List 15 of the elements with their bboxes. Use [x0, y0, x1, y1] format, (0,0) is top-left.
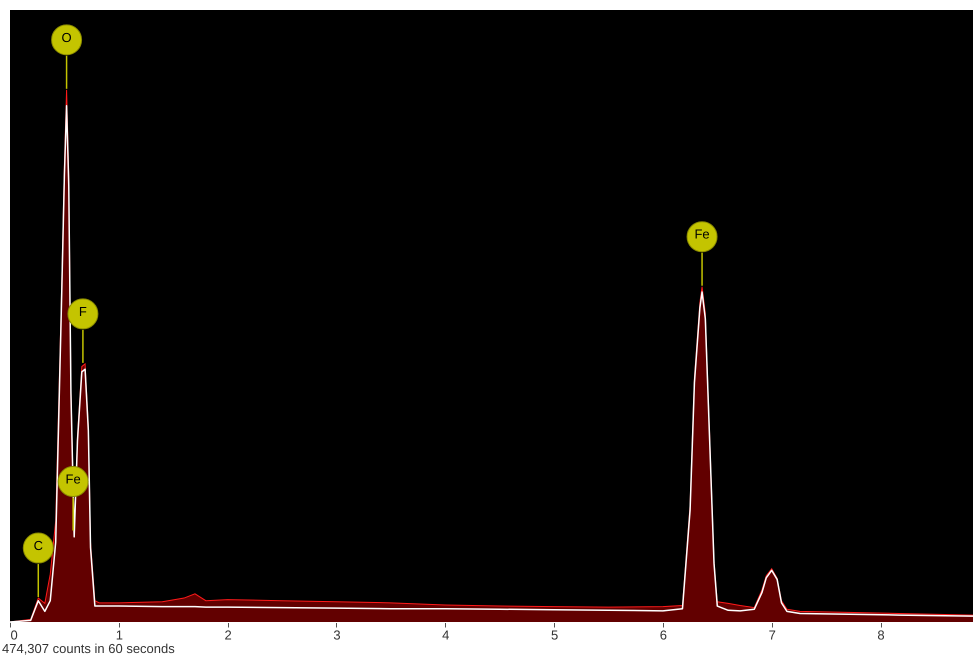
annotation: Fe [66, 472, 81, 487]
text: 474,307 counts in 60 seconds [2, 641, 175, 656]
x-tick-label: 4 [442, 628, 450, 642]
annotation: C [34, 538, 43, 554]
x-tick-label: 3 [333, 628, 341, 642]
x-tick-label: 6 [660, 628, 667, 642]
x-tick-label: 1 [116, 628, 123, 642]
x-tick-label: 2 [224, 628, 232, 642]
x-tick-label: 5 [550, 628, 558, 642]
annotation: F [78, 304, 87, 319]
x-tick-label: 8 [877, 628, 885, 642]
x-tick-label: 7 [768, 628, 776, 642]
annotation: Fe [694, 226, 710, 242]
x-tick-label: 0 [10, 628, 18, 642]
annotation: O [62, 30, 72, 45]
